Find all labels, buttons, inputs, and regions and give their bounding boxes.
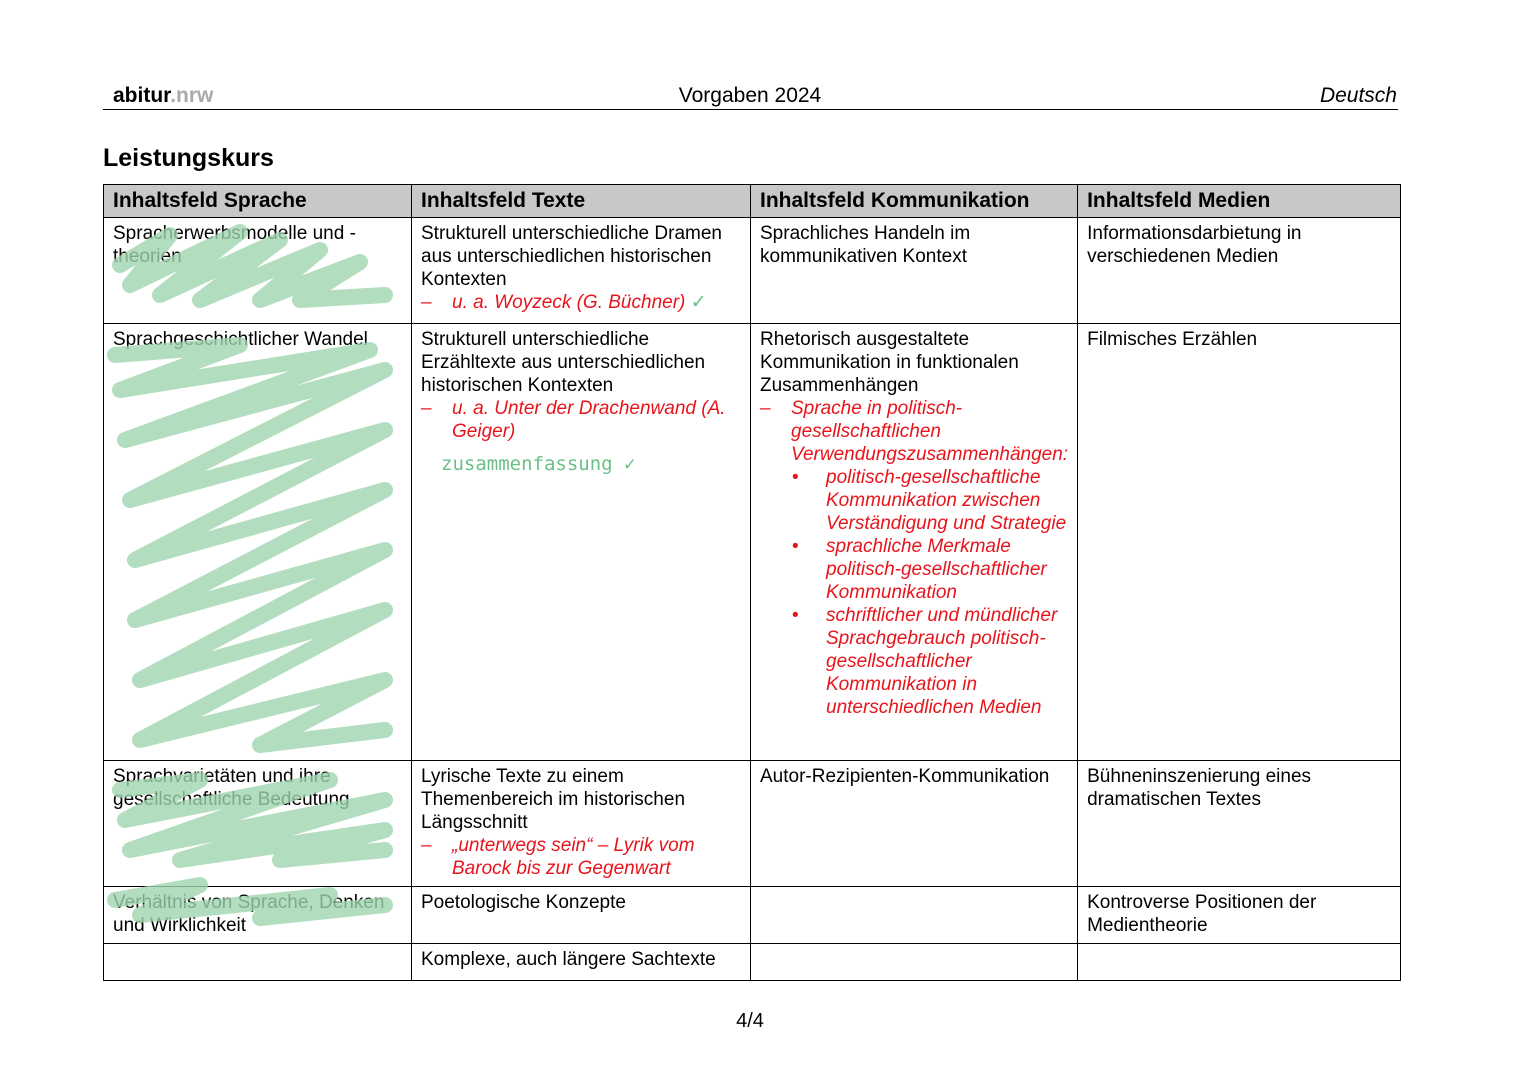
cell-sprache: Spracherwerbsmodelle und -theorien — [103, 217, 412, 324]
red-text: „unterwegs sein“ – Lyrik vom Barock bis … — [452, 835, 695, 879]
cell-kommunikation — [749, 886, 1079, 944]
brand-logo: abitur.nrw — [113, 84, 213, 108]
red-item: – u. a. Unter der Drachenwand (A. Geiger) — [421, 397, 741, 443]
table-row: Sprachgeschichtlicher Wandel Strukturell… — [103, 323, 1402, 761]
cell-text: Strukturell unterschiedliche Erzähltexte… — [421, 329, 706, 396]
red-text: u. a. Woyzeck (G. Büchner) — [452, 292, 686, 313]
cell-medien: Bühneninszenierung eines dramatischen Te… — [1077, 760, 1402, 887]
red-text: Sprache in politisch-gesellschaftlichen … — [791, 398, 1069, 465]
table-header-row: Inhaltsfeld Sprache Inhaltsfeld Texte In… — [103, 184, 1402, 218]
dash: – — [421, 835, 432, 856]
page-number: 4/4 — [736, 1010, 764, 1032]
cell-texte: Poetologische Konzepte — [411, 886, 751, 944]
handwritten-note: zusammenfassung ✓ — [441, 453, 741, 476]
cell-sprache: Sprachgeschichtlicher Wandel — [103, 323, 412, 761]
table-row: Spracherwerbsmodelle und -theorien Struk… — [103, 217, 1402, 324]
table-row: Komplexe, auch längere Sachtexte — [103, 943, 1402, 981]
check-icon: ✓ — [690, 292, 707, 313]
bullet-text: politisch-gesellschaftliche Kommunikatio… — [826, 467, 1067, 534]
column-header: Inhaltsfeld Texte — [411, 184, 751, 218]
note-text: zusammenfassung — [441, 453, 613, 475]
cell-texte: Strukturell unterschiedliche Dramen aus … — [411, 217, 751, 324]
bullet-icon: • — [792, 536, 799, 557]
cell-kommunikation: Autor-Rezipienten-Kommunikation — [749, 760, 1079, 887]
table-row: Sprachvarietäten und ihre gesellschaftli… — [103, 760, 1402, 887]
cell-texte: Komplexe, auch längere Sachtexte — [411, 943, 751, 981]
cell-medien: Kontroverse Positionen der Medientheorie — [1077, 886, 1402, 944]
red-text: u. a. Unter der Drachenwand (A. Geiger) — [452, 398, 726, 442]
dash: – — [421, 292, 432, 313]
red-item: – Sprache in politisch-gesellschaftlichen… — [760, 397, 1068, 466]
brand-bold: abitur — [113, 84, 171, 107]
red-item: – u. a. Woyzeck (G. Büchner) ✓ — [421, 291, 741, 314]
bullet-icon: • — [792, 605, 799, 626]
header-subject: Deutsch — [1319, 84, 1397, 107]
cell-medien: Informationsdarbietung in verschiedenen … — [1077, 217, 1402, 324]
cell-medien: Filmisches Erzählen — [1077, 323, 1402, 761]
header-rule — [103, 109, 1398, 110]
cell-kommunikation — [749, 943, 1079, 981]
cell-kommunikation: Rhetorisch ausgestaltete Kommunikation i… — [749, 323, 1079, 761]
cell-sprache: Verhältnis von Sprache, Denken und Wirkl… — [103, 886, 412, 944]
bullet-text: sprachliche Merkmale politisch-gesellsch… — [826, 536, 1047, 603]
column-header: Inhaltsfeld Medien — [1077, 184, 1402, 218]
cell-sprache — [103, 943, 412, 981]
check-icon: ✓ — [624, 453, 636, 475]
cell-texte: Strukturell unterschiedliche Erzähltexte… — [411, 323, 751, 761]
cell-kommunikation: Sprachliches Handeln im kommunikativen K… — [749, 217, 1079, 324]
content-table: Inhaltsfeld Sprache Inhaltsfeld Texte In… — [103, 184, 1402, 981]
brand-light: .nrw — [170, 84, 214, 107]
dash: – — [421, 398, 432, 419]
cell-sprache: Sprachvarietäten und ihre gesellschaftli… — [103, 760, 412, 887]
bullet-icon: • — [792, 467, 799, 488]
page-title: Leistungskurs — [103, 144, 274, 172]
bullet-text: schriftlicher und mündlicher Sprachgebra… — [826, 605, 1058, 718]
cell-texte: Lyrische Texte zu einem Themenbereich im… — [411, 760, 751, 887]
header-center: Vorgaben 2024 — [678, 84, 822, 107]
cell-medien — [1077, 943, 1402, 981]
red-item: – „unterwegs sein“ – Lyrik vom Barock bis… — [421, 834, 741, 880]
bullet-item: • schriftlicher und mündlicher Sprachgebr… — [760, 604, 1068, 719]
bullet-item: • politisch-gesellschaftliche Kommunikati… — [760, 466, 1068, 535]
column-header: Inhaltsfeld Sprache — [103, 184, 412, 218]
cell-text: Rhetorisch ausgestaltete Kommunikation i… — [760, 329, 1019, 396]
bullet-item: • sprachliche Merkmale politisch-gesellsc… — [760, 535, 1068, 604]
column-header: Inhaltsfeld Kommunikation — [749, 184, 1079, 218]
cell-text: Strukturell unterschiedliche Dramen aus … — [421, 223, 722, 290]
table-row: Verhältnis von Sprache, Denken und Wirkl… — [103, 886, 1402, 944]
dash: – — [760, 398, 771, 419]
cell-text: Lyrische Texte zu einem Themenbereich im… — [421, 766, 686, 833]
